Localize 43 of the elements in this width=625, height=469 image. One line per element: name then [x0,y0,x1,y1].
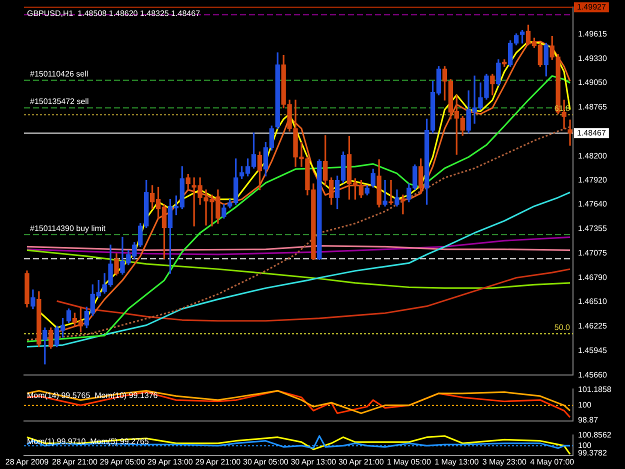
ref-line-label: #150114390 buy limit [30,224,106,233]
y-tick-label: 100.8562 [578,430,612,440]
annotation: 50.0 [554,323,571,332]
y-tick-label: 1.48200 [578,151,608,160]
y-tick-label: 99.3782 [578,448,608,458]
line-series [26,126,571,341]
y-tick-label: 1.47355 [578,224,608,234]
x-tick-label: 1 May 05:00 [386,457,432,466]
candlestick [568,120,572,146]
candlestick [382,180,388,207]
y-tick-label: 1.47920 [578,176,608,185]
x-tick-label: 4 May 07:00 [530,457,575,466]
y-tick-label: 1.46510 [578,297,608,306]
y-tick-label: 101.1858 [578,384,612,394]
x-tick-label: 29 Apr 21:00 [195,457,242,466]
y-tick-label: 1.47640 [578,200,608,209]
x-tick-label: 30 Apr 13:00 [290,457,337,466]
x-tick-label: 28 Apr 2009 [5,457,50,466]
candlestick [400,194,406,214]
y-tick-label: 100 [578,400,592,410]
x-tick-label: 30 Apr 21:00 [338,457,384,466]
x-tick-label: 30 Apr 05:00 [242,457,289,466]
y-tick-label: 1.46225 [578,322,608,331]
x-tick-label: 1 May 13:00 [434,457,480,466]
y-tick-label: 1.47075 [578,248,608,258]
y-tick-label: 1.49050 [578,78,608,88]
y-tick-label: 1.48765 [578,102,608,112]
x-tick-label: 3 May 23:00 [482,457,527,466]
x-tick-label: 28 Apr 21:00 [52,457,98,466]
x-tick-label: 29 Apr 13:00 [148,457,194,466]
ref-line-label: 1.49927 [577,2,606,12]
ref-line-label: #150135472 sell [30,97,89,106]
y-tick-label: 1.49615 [578,29,608,38]
y-tick-label: 1.45660 [578,370,608,380]
y-tick-label: 1.46790 [578,272,608,282]
y-tick-label: 1.49330 [578,54,608,63]
y-tick-label: 100 [578,440,592,450]
y-tick-label: 98.87 [578,415,599,424]
ref-line-label: 1.48467 [577,128,606,138]
x-tick-label: 29 Apr 05:00 [100,457,146,466]
candlestick [388,180,394,205]
ref-line-label: #150110426 sell [30,70,88,78]
y-tick-label: 1.45945 [578,346,608,355]
